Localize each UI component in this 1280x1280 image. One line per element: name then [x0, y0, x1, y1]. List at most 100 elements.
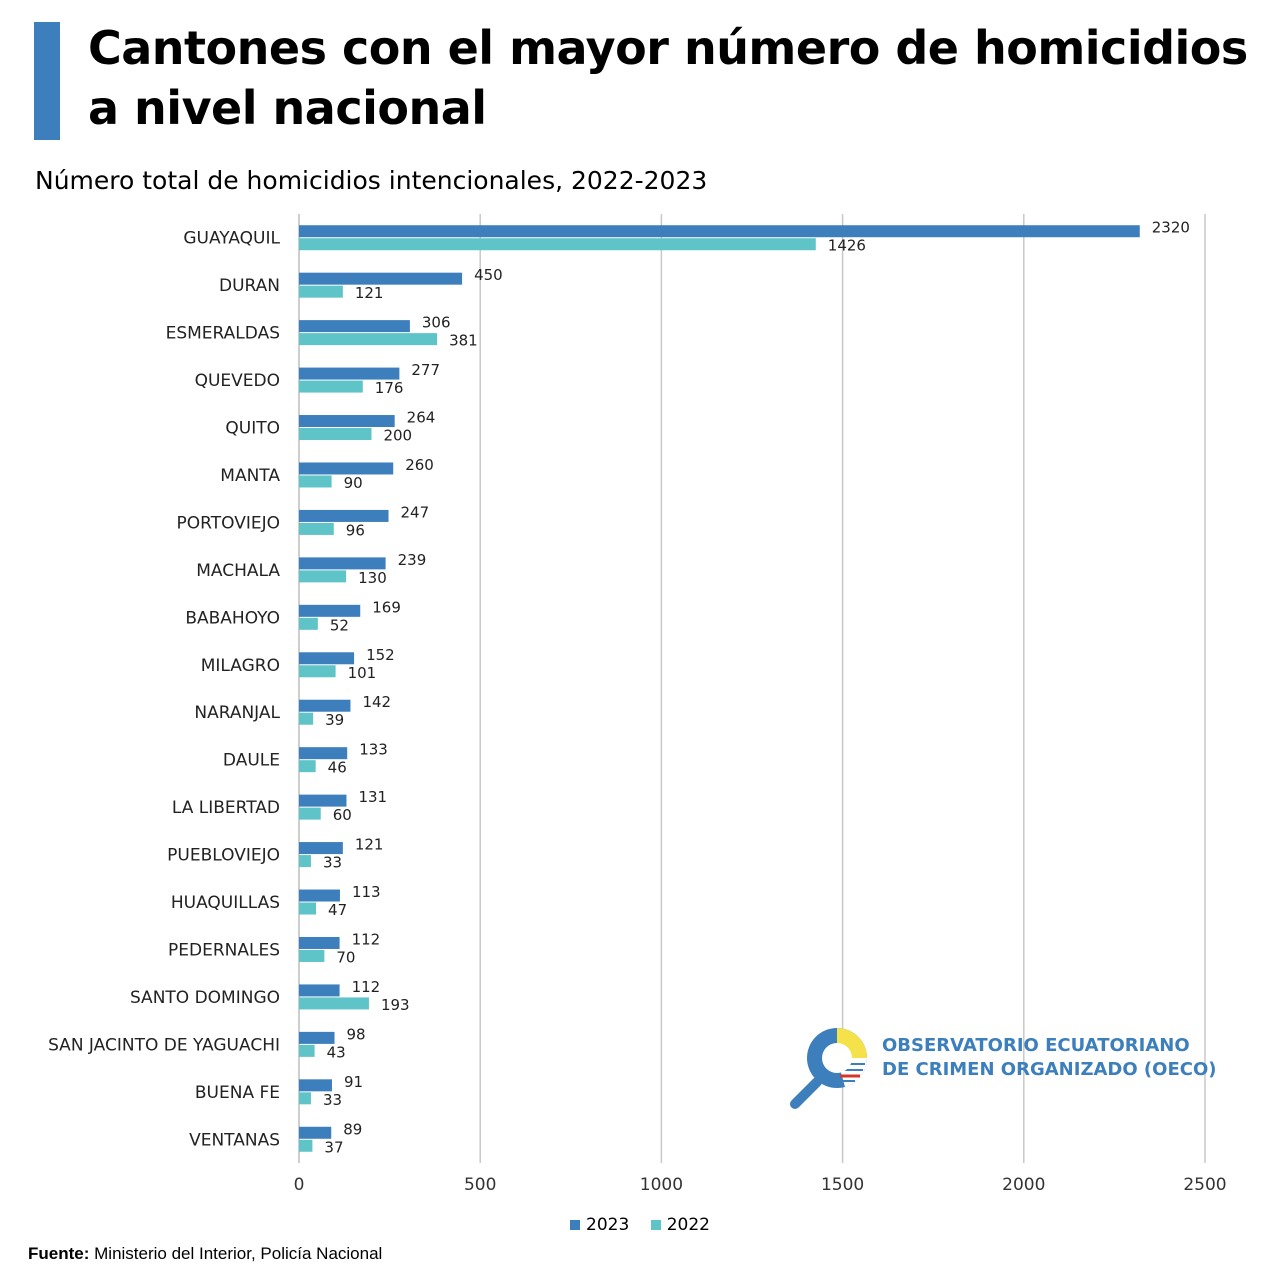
category-label: DAULE	[223, 751, 280, 771]
bar-2023	[299, 557, 386, 570]
category-label: SANTO DOMINGO	[130, 988, 280, 1008]
bar-2022	[299, 949, 325, 962]
data-label-2022: 46	[328, 759, 347, 777]
data-label-2022: 90	[344, 474, 363, 492]
source-note: Fuente: Ministerio del Interior, Policía…	[28, 1244, 382, 1264]
category-label: ESMERALDAS	[166, 324, 280, 344]
legend-item-2023: 2023	[570, 1215, 629, 1235]
category-label: MACHALA	[196, 561, 280, 581]
logo-line-1: OBSERVATORIO ECUATORIANO	[882, 1035, 1190, 1056]
bar-2023	[299, 936, 340, 949]
data-label-2023: 152	[366, 646, 395, 664]
magnifier-logo-icon	[790, 1028, 868, 1109]
data-label-2022: 101	[348, 664, 377, 682]
bar-2022	[299, 665, 336, 678]
category-label: GUAYAQUIL	[183, 229, 280, 249]
category-label: BABAHOYO	[185, 608, 280, 628]
data-label-2023: 239	[398, 551, 427, 569]
data-label-2023: 112	[352, 978, 381, 996]
category-label: MILAGRO	[201, 656, 280, 676]
bar-2023	[299, 1079, 332, 1092]
bar-2023	[299, 652, 355, 665]
bar-2023	[299, 842, 343, 855]
bar-2022	[299, 380, 363, 393]
category-label: HUAQUILLAS	[171, 893, 280, 913]
category-label: LA LIBERTAD	[172, 798, 280, 818]
category-label: DURAN	[219, 276, 280, 296]
data-label-2022: 193	[381, 996, 410, 1014]
data-label-2023: 91	[344, 1073, 363, 1091]
category-label: BUENA FE	[195, 1083, 280, 1103]
legend-swatch-2023	[570, 1220, 581, 1230]
x-tick-label: 2000	[1002, 1175, 1045, 1195]
x-tick-label: 1000	[640, 1175, 683, 1195]
bar-2022	[299, 617, 318, 630]
data-label-2022: 70	[336, 948, 355, 966]
bar-2023	[299, 509, 389, 522]
data-label-2022: 33	[323, 1091, 342, 1109]
data-label-2023: 89	[343, 1120, 362, 1138]
data-label-2022: 60	[333, 806, 352, 824]
data-label-2023: 277	[411, 361, 440, 379]
data-label-2023: 450	[474, 266, 503, 284]
bar-2022	[299, 238, 816, 251]
bar-2023	[299, 1126, 332, 1139]
bar-2023	[299, 320, 410, 333]
logo-line-2: DE CRIMEN ORGANIZADO (OECO)	[882, 1059, 1217, 1080]
bar-2022	[299, 997, 369, 1010]
category-label: NARANJAL	[194, 703, 280, 723]
bar-2022	[299, 1139, 313, 1152]
data-label-2022: 47	[328, 901, 347, 919]
data-label-2022: 43	[327, 1043, 346, 1061]
category-label: SAN JACINTO DE YAGUACHI	[48, 1035, 280, 1055]
x-tick-label: 1500	[821, 1175, 864, 1195]
data-label-2023: 98	[347, 1025, 366, 1043]
legend-label-2023: 2023	[586, 1215, 630, 1235]
bar-2023	[299, 225, 1140, 238]
bar-chart: 0 500 1000 1500 2000 2500 GUAYAQUIL 2320 1426 DUR…	[48, 214, 1227, 1195]
category-label: PEDERNALES	[168, 940, 280, 960]
bar-2022	[299, 855, 311, 868]
source-label: Fuente:	[28, 1244, 90, 1263]
data-label-2022: 96	[346, 521, 365, 539]
data-label-2023: 2320	[1152, 219, 1190, 237]
bar-2022	[299, 475, 332, 488]
legend-item-2022: 2022	[650, 1215, 710, 1235]
bar-2023	[299, 462, 394, 475]
oeco-logo: OBSERVATORIO ECUATORIANO DE CRIMEN ORGAN…	[785, 1020, 1245, 1115]
chart-subtitle: Número total de homicidios intencionales…	[35, 166, 708, 195]
data-label-2023: 260	[405, 456, 434, 474]
data-label-2022: 176	[375, 379, 404, 397]
legend-label-2022: 2022	[666, 1215, 710, 1235]
data-label-2023: 131	[358, 788, 387, 806]
data-label-2023: 169	[372, 598, 401, 616]
data-label-2023: 113	[352, 883, 381, 901]
bar-2022	[299, 1092, 311, 1105]
bar-2023	[299, 699, 351, 712]
bar-2023	[299, 747, 348, 760]
x-tick-label: 0	[294, 1175, 305, 1195]
bar-2023	[299, 367, 400, 380]
title-accent-bar	[34, 22, 60, 140]
bar-2022	[299, 760, 316, 773]
bar-2022	[299, 712, 314, 725]
data-label-2023: 264	[407, 409, 436, 427]
data-label-2023: 247	[401, 503, 430, 521]
category-label: VENTANAS	[189, 1130, 280, 1150]
bar-2022	[299, 807, 321, 820]
bar-2022	[299, 333, 438, 346]
category-label: PORTOVIEJO	[177, 513, 280, 533]
data-label-2023: 121	[355, 836, 384, 854]
x-tick-label: 500	[464, 1175, 496, 1195]
legend-swatch-2022	[650, 1220, 661, 1230]
x-tick-label: 2500	[1183, 1175, 1226, 1195]
bar-2022	[299, 570, 347, 583]
data-label-2022: 381	[449, 332, 478, 350]
bar-2023	[299, 272, 463, 285]
chart-legend: 2023 2022	[0, 1215, 1280, 1235]
data-label-2022: 130	[358, 569, 387, 587]
bar-2023	[299, 889, 340, 902]
data-label-2022: 200	[383, 427, 412, 445]
data-label-2022: 52	[330, 616, 349, 634]
data-label-2022: 39	[325, 711, 344, 729]
